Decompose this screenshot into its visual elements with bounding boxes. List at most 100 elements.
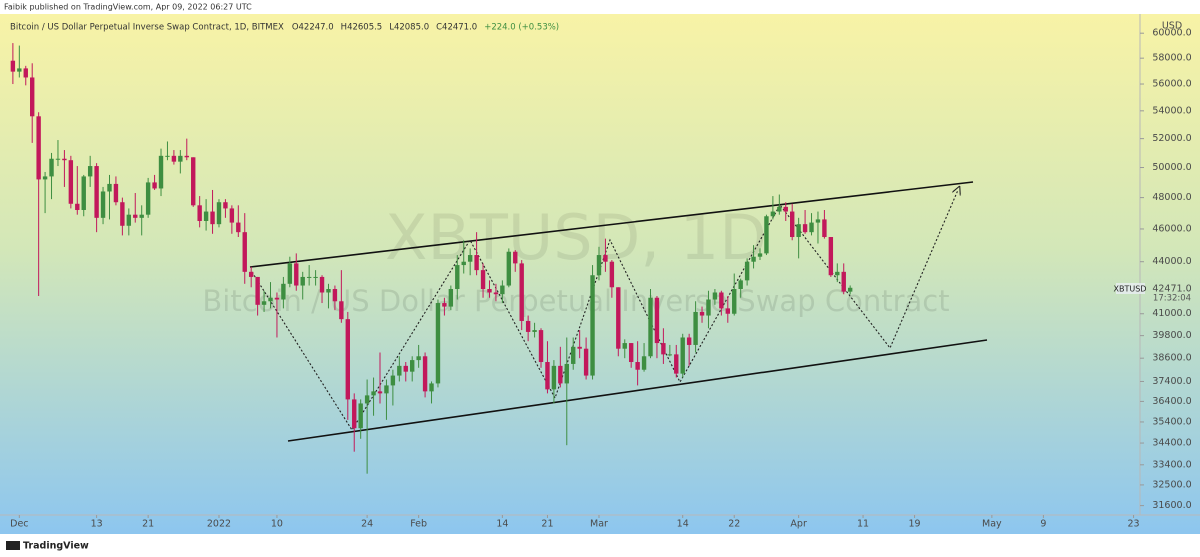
candle-body [467, 255, 473, 262]
candle-body [62, 158, 67, 161]
y-tick-label: 46000.0 [1152, 223, 1191, 234]
candle-body [513, 251, 518, 264]
candle-body [815, 219, 821, 223]
candle-body [680, 337, 685, 374]
candle-body [725, 308, 730, 314]
candle-body [261, 301, 267, 305]
trend-annotations [249, 181, 988, 442]
x-tick-label: 21 [541, 519, 553, 530]
candle-body [75, 203, 80, 210]
countdown: 17:32:04 [1153, 294, 1191, 304]
candle-body [564, 363, 569, 384]
candle-body [229, 208, 235, 223]
candle-body [133, 214, 138, 218]
candle-body [139, 214, 144, 218]
y-tick-label: 36400.0 [1152, 396, 1191, 407]
candle-body [448, 289, 454, 307]
candle-body [294, 263, 299, 286]
candle-body [281, 283, 286, 300]
x-tick-label: 14 [677, 519, 689, 530]
lower-channel-line [287, 339, 988, 442]
candle-body [49, 158, 54, 177]
candle-body [100, 191, 106, 218]
x-tick-label: Apr [790, 519, 807, 530]
candle-body [796, 224, 801, 238]
x-tick-label: 22 [728, 519, 740, 530]
x-tick-label: 10 [271, 519, 283, 530]
candle-body [339, 301, 344, 320]
candle-body [770, 211, 776, 217]
candle-body [757, 253, 763, 257]
candle-body [455, 265, 460, 290]
price-axis-unit: USD [1162, 21, 1182, 32]
candle-body [667, 354, 673, 356]
x-tick-label: 2022 [207, 519, 231, 530]
candle-body [403, 365, 408, 372]
candle-body [506, 251, 512, 286]
candle-body [126, 214, 132, 226]
projection-path [251, 190, 958, 432]
candle-body [145, 182, 151, 215]
candle-body [352, 399, 357, 429]
candle-body [732, 289, 737, 314]
y-tick-label: 34400.0 [1152, 438, 1191, 449]
candle-body [487, 289, 492, 293]
candle-body [616, 287, 621, 349]
y-tick-label: 48000.0 [1152, 192, 1191, 203]
candle-body [178, 155, 183, 162]
candle-body [577, 346, 582, 349]
candle-body [835, 271, 840, 276]
candle-body [416, 356, 421, 361]
candle-body [706, 299, 711, 316]
candle-body [480, 270, 486, 290]
candle-body [42, 176, 48, 180]
candle-body [248, 271, 254, 277]
candle-body [216, 202, 222, 225]
candle-body [397, 365, 402, 376]
candle-body [493, 292, 499, 295]
candle-body [191, 157, 196, 206]
y-tick-label: 44000.0 [1152, 256, 1191, 267]
candle-body [371, 391, 376, 396]
y-tick-label: 52000.0 [1152, 133, 1191, 144]
y-tick-label: 50000.0 [1152, 162, 1191, 173]
candle-body [596, 255, 602, 276]
candle-body [583, 348, 589, 376]
candle-body [719, 292, 724, 309]
candle-body [609, 261, 615, 288]
legend-ohlc: L42085.0 [389, 23, 429, 33]
candle-body [648, 297, 653, 357]
candle-body [519, 263, 524, 321]
candle-body [622, 343, 627, 349]
candle-body [603, 255, 608, 262]
candle-body [81, 176, 86, 210]
legend-ohlc: C42471.0 [436, 23, 477, 33]
candle-body [55, 158, 61, 160]
x-tick-label: 19 [909, 519, 921, 530]
footer-brand: TradingView [23, 541, 89, 552]
y-tick-label: 31600.0 [1152, 500, 1191, 511]
candle-body [319, 276, 325, 293]
candle-body [674, 354, 679, 374]
candle-body [693, 311, 698, 345]
candle-body [326, 289, 331, 293]
candle-body [210, 211, 215, 225]
candle-body [36, 116, 41, 180]
candle-body [764, 216, 769, 254]
tv-logo [6, 541, 20, 550]
candle-body [17, 68, 22, 72]
candle-body [628, 343, 634, 363]
candle-body [268, 297, 273, 302]
y-tick-label: 33400.0 [1152, 459, 1191, 470]
candle-body [699, 311, 705, 316]
candle-body [545, 362, 550, 390]
candle-body [23, 68, 28, 78]
candle-body [551, 365, 557, 390]
candle-body [113, 183, 119, 203]
candle-body [777, 206, 782, 212]
x-tick-label: 23 [1128, 519, 1140, 530]
candle-body [390, 375, 396, 386]
candle-body [107, 183, 112, 192]
candle-body [783, 206, 788, 212]
